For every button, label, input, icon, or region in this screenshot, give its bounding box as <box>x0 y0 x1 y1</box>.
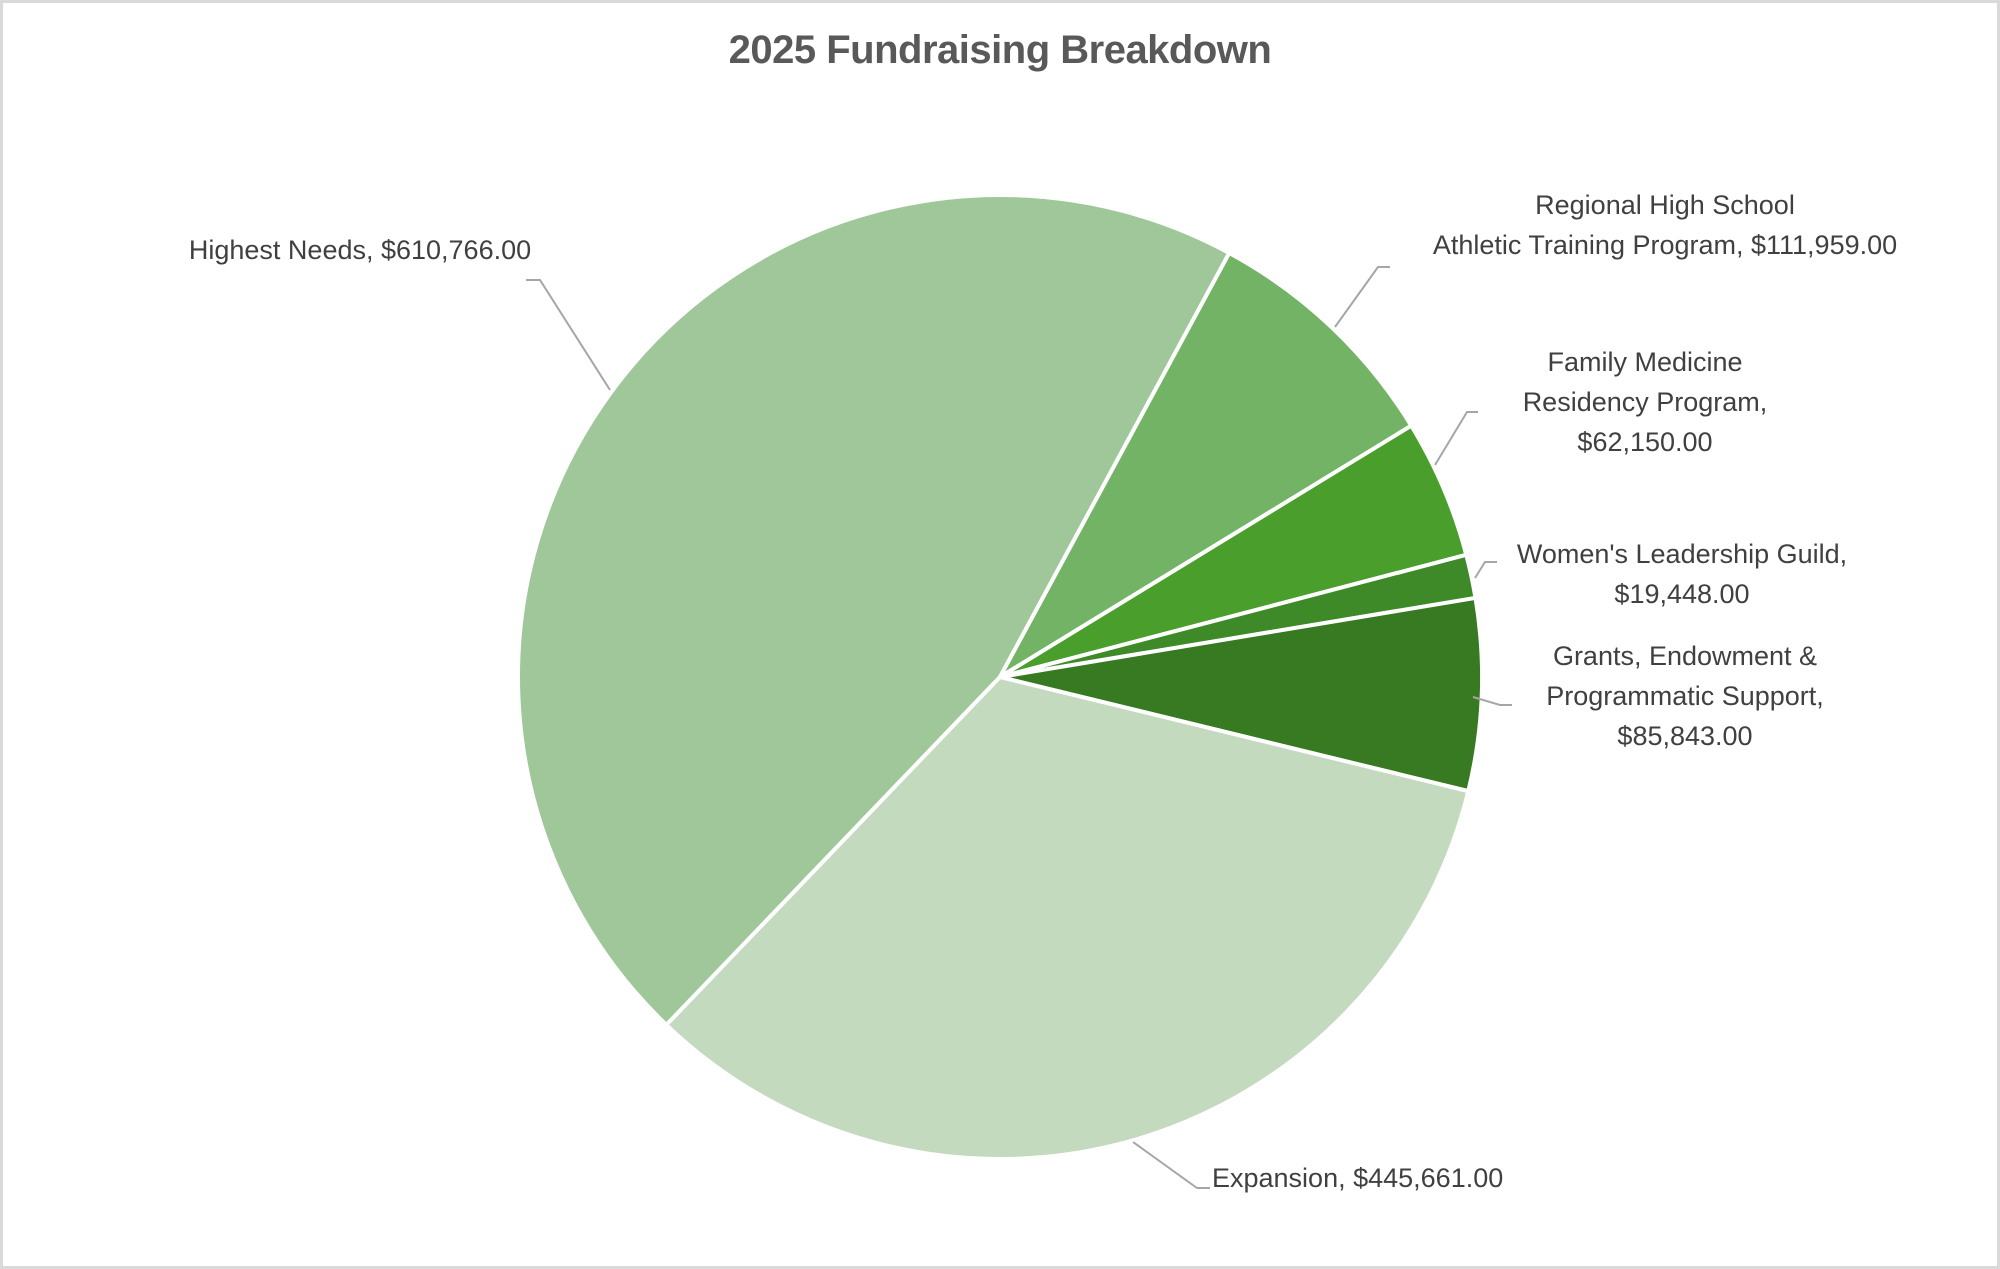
chart-title: 2025 Fundraising Breakdown <box>728 28 1272 72</box>
label-line: Expansion, $445,661.00 <box>1212 1163 1504 1193</box>
pie-slice-grants <box>998 595 1484 794</box>
leader-line-highest-needs <box>526 279 611 391</box>
leader-lines <box>526 266 1512 1189</box>
leader-line-regional <box>1334 266 1390 328</box>
leader-line-womens <box>1474 561 1497 579</box>
label-line: Women's Leadership Guild, <box>1516 539 1848 569</box>
leader-line-family <box>1434 411 1478 466</box>
label-line: Family Medicine <box>1547 347 1743 377</box>
data-label-regional: Regional High School Athletic Training P… <box>1395 185 1935 265</box>
label-line: Regional High School <box>1535 190 1795 220</box>
label-line: Highest Needs, $610,766.00 <box>188 235 532 265</box>
label-line: $62,150.00 <box>1577 427 1713 457</box>
data-label-highest-needs: Highest Needs, $610,766.00 <box>170 230 550 270</box>
leader-line-grants <box>1472 696 1512 706</box>
label-line: $85,843.00 <box>1617 721 1753 751</box>
pie-slice-expansion <box>664 675 1471 1161</box>
label-line: Athletic Training Program, $111,959.00 <box>1432 230 1898 260</box>
data-label-expansion: Expansion, $445,661.00 <box>1212 1158 1542 1198</box>
label-line: Grants, Endowment & <box>1552 641 1818 671</box>
label-line: Programmatic Support, <box>1546 681 1824 711</box>
pie-slice-highest-needs <box>516 193 1232 1027</box>
label-line: Residency Program, <box>1522 387 1768 417</box>
data-label-womens: Women's Leadership Guild, $19,448.00 <box>1497 534 1867 614</box>
pie-slices <box>516 193 1484 1161</box>
data-label-grants: Grants, Endowment & Programmatic Support… <box>1515 636 1855 756</box>
data-label-family: Family Medicine Residency Program, $62,1… <box>1485 342 1805 462</box>
label-line: $19,448.00 <box>1614 579 1750 609</box>
leader-line-expansion <box>1132 1141 1210 1189</box>
pie-slice-regional <box>998 251 1414 679</box>
